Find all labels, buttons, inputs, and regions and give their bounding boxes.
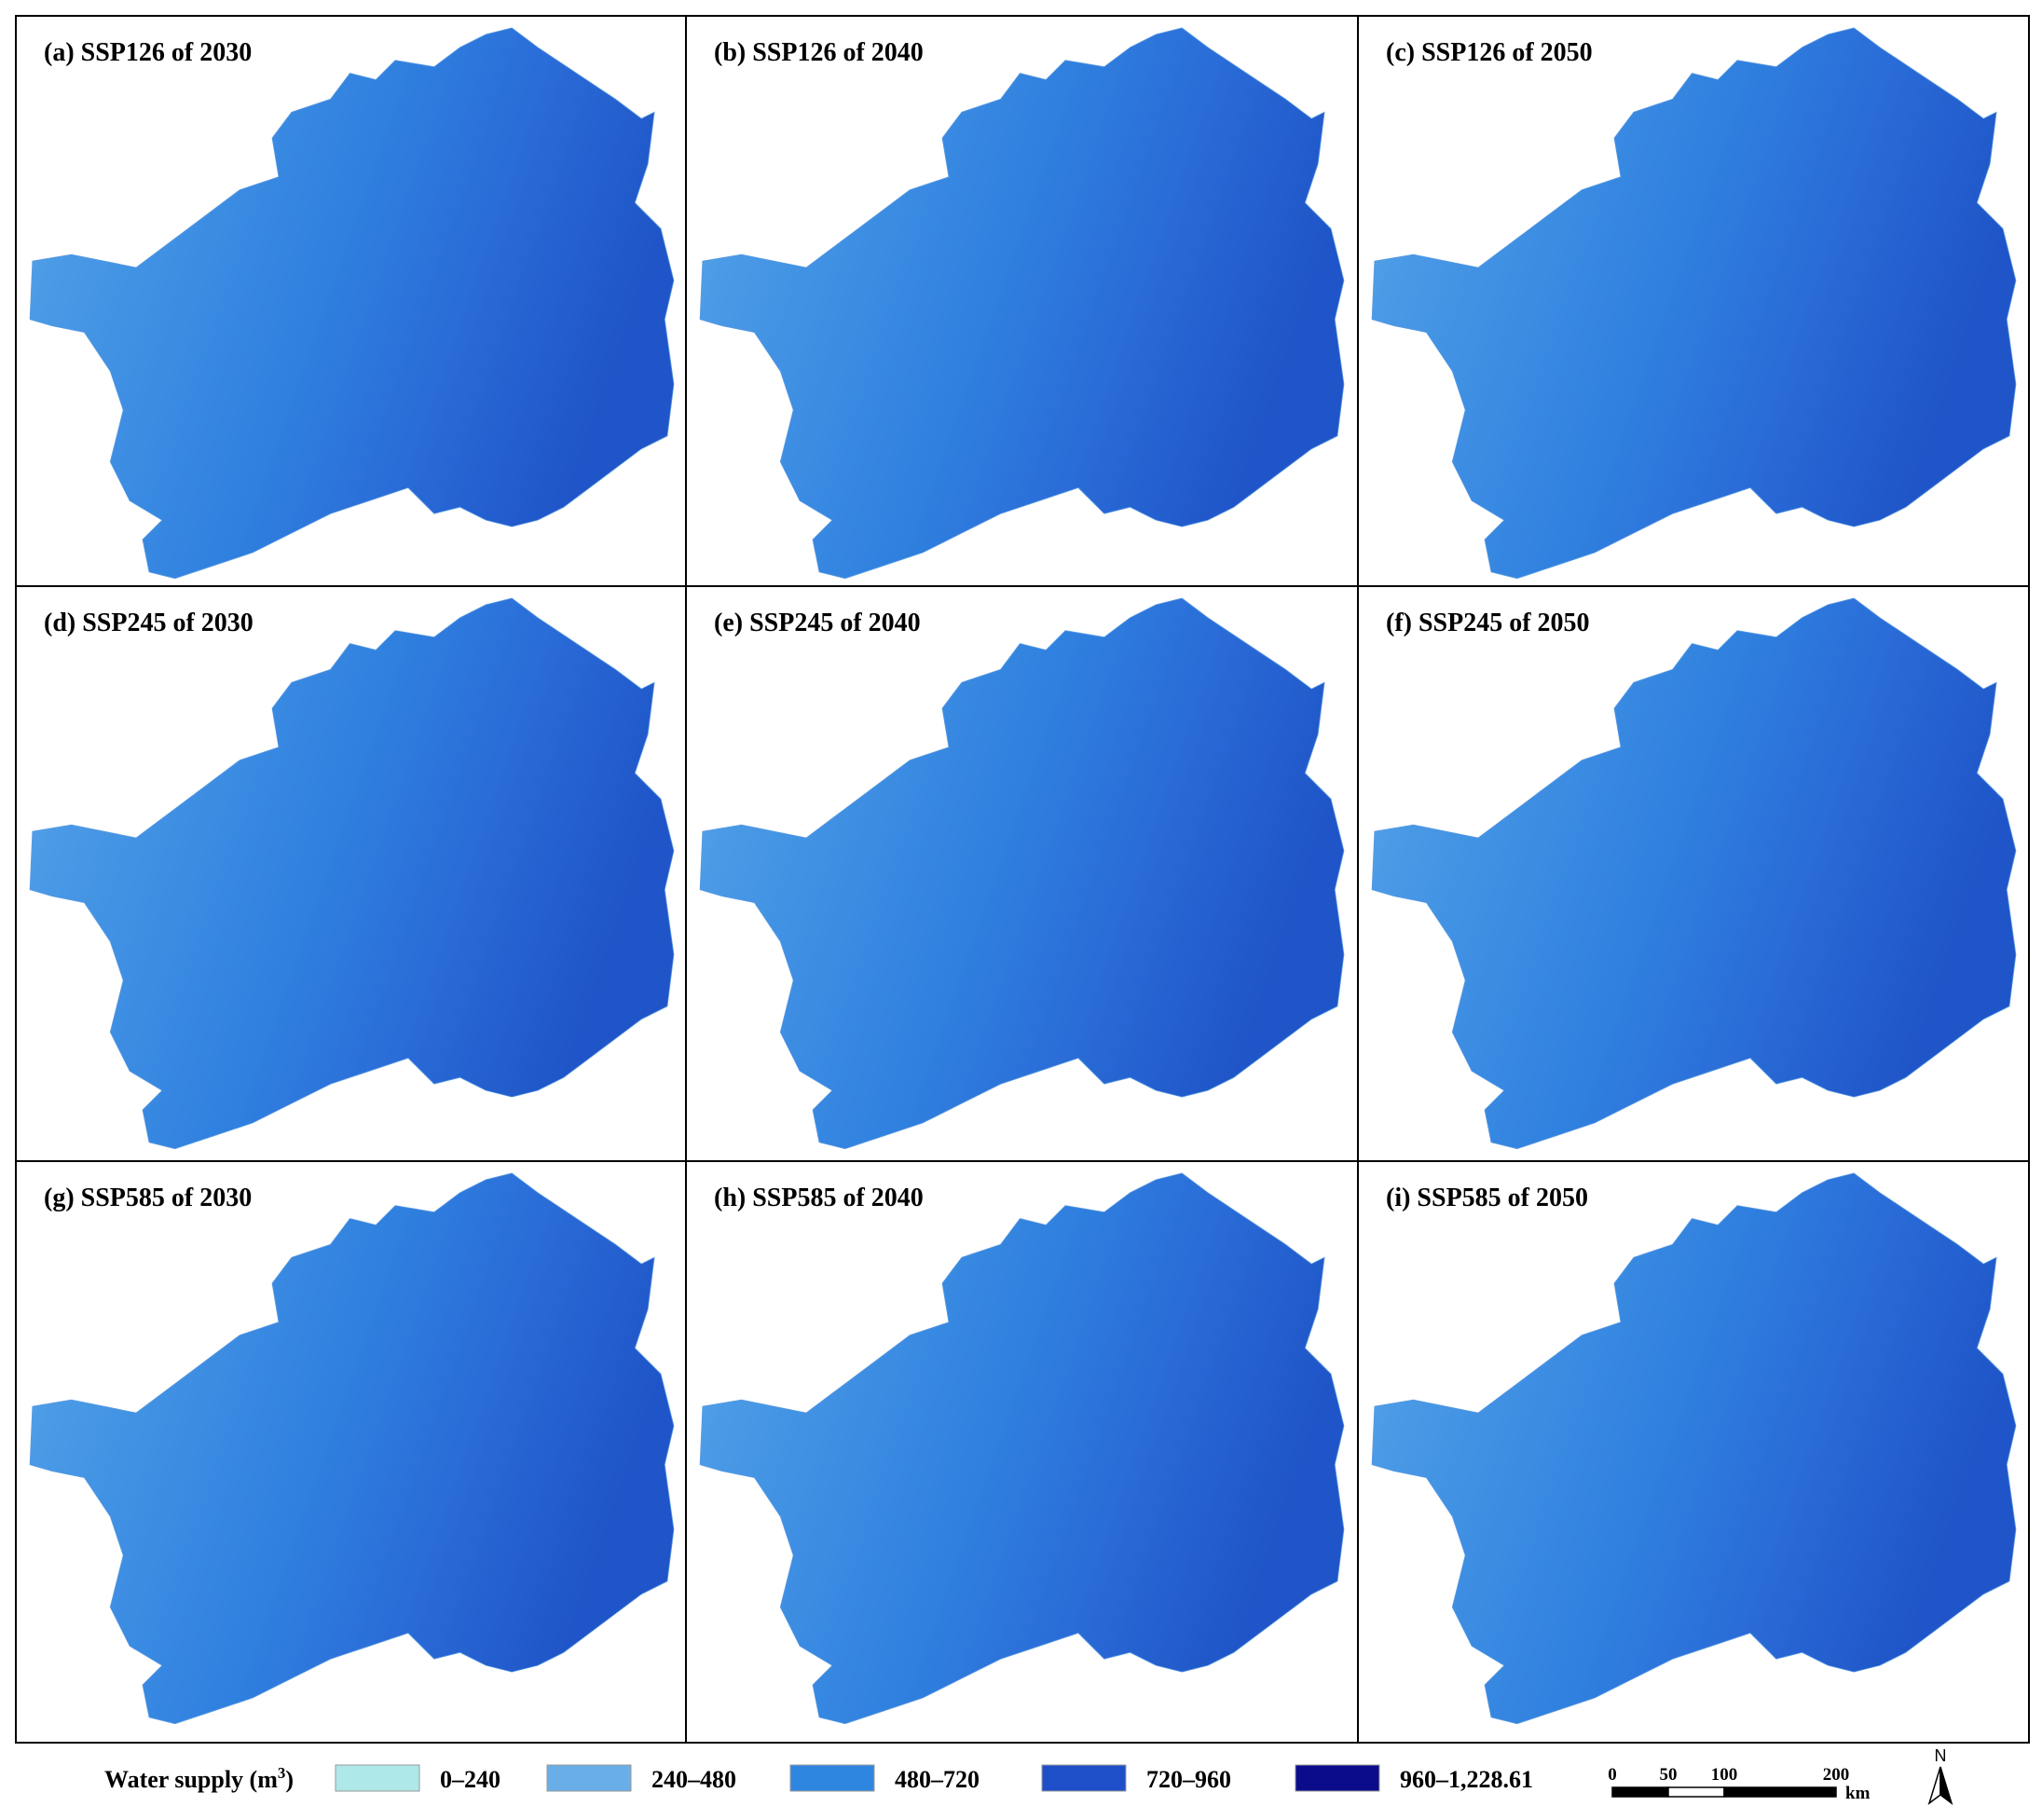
map-panel xyxy=(1371,1172,2017,1725)
legend-title-close: ) xyxy=(285,1766,294,1793)
legend-label: 240–480 xyxy=(651,1766,736,1793)
map-panel xyxy=(699,27,1345,580)
scale-segment xyxy=(1723,1786,1837,1798)
map-panel xyxy=(1371,597,2017,1150)
map-panel xyxy=(29,1172,675,1725)
scale-segment xyxy=(1667,1786,1725,1798)
legend-swatch xyxy=(546,1764,632,1792)
region-map xyxy=(699,1172,1345,1725)
scale-tick-label: 100 xyxy=(1711,1765,1738,1785)
region-map xyxy=(1371,27,2017,580)
map-panel xyxy=(29,597,675,1150)
panel-label: (c) SSP126 of 2050 xyxy=(1386,38,1593,67)
legend-label: 720–960 xyxy=(1146,1766,1231,1793)
region-map xyxy=(29,27,675,580)
region-map xyxy=(1371,1172,2017,1725)
region-map xyxy=(699,597,1345,1150)
panel-label: (g) SSP585 of 2030 xyxy=(44,1184,252,1212)
scale-tick-label: 50 xyxy=(1660,1765,1678,1785)
panel-label: (h) SSP585 of 2040 xyxy=(714,1184,924,1212)
legend-label: 0–240 xyxy=(440,1766,500,1793)
map-panel xyxy=(699,597,1345,1150)
map-panel xyxy=(1371,27,2017,580)
scale-tick-label: 0 xyxy=(1608,1765,1617,1785)
legend-title-sup: 3 xyxy=(278,1764,286,1782)
map-panel xyxy=(29,27,675,580)
north-arrow: N xyxy=(1927,1746,1953,1805)
map-panel xyxy=(699,1172,1345,1725)
panel-label: (b) SSP126 of 2040 xyxy=(714,38,924,67)
legend-title: Water supply (m3) xyxy=(104,1764,294,1793)
legend-swatch xyxy=(335,1764,420,1792)
legend-label: 960–1,228.61 xyxy=(1400,1766,1533,1793)
region-map xyxy=(29,597,675,1150)
panel-label: (f) SSP245 of 2050 xyxy=(1386,609,1590,637)
region-map xyxy=(699,27,1345,580)
legend-label: 480–720 xyxy=(895,1766,980,1793)
legend-swatch xyxy=(789,1764,875,1792)
region-map xyxy=(1371,597,2017,1150)
legend-title-text: Water supply (m xyxy=(104,1766,278,1793)
legend-swatch xyxy=(1295,1764,1380,1792)
legend-swatch xyxy=(1041,1764,1127,1792)
panel-label: (i) SSP585 of 2050 xyxy=(1386,1184,1588,1212)
scale-segment xyxy=(1611,1786,1669,1798)
scale-tick-label: 200 xyxy=(1823,1765,1850,1785)
north-label: N xyxy=(1935,1746,1947,1765)
scale-unit: km xyxy=(1845,1784,1871,1803)
panel-label: (a) SSP126 of 2030 xyxy=(44,38,252,67)
panel-label: (e) SSP245 of 2040 xyxy=(714,609,921,637)
region-map xyxy=(29,1172,675,1725)
panel-label: (d) SSP245 of 2030 xyxy=(44,609,254,637)
panel-grid-frame xyxy=(15,15,2030,1744)
